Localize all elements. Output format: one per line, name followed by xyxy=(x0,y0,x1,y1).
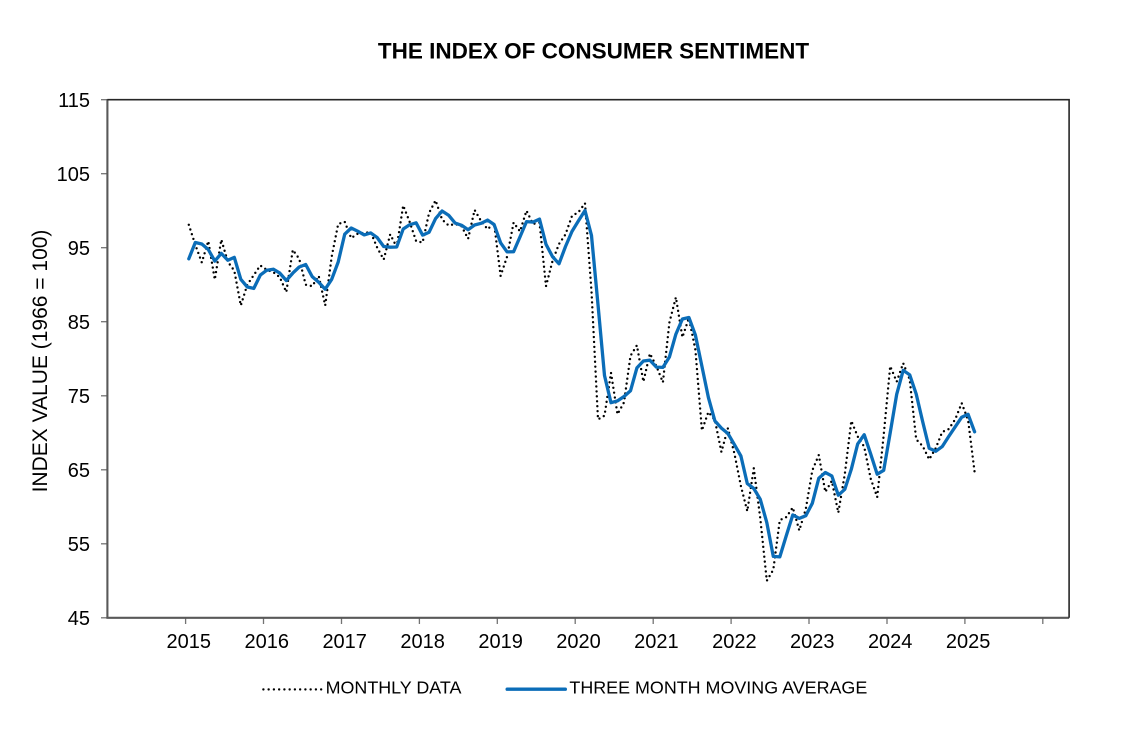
svg-text:85: 85 xyxy=(68,312,90,334)
svg-text:2018: 2018 xyxy=(400,631,445,653)
svg-text:105: 105 xyxy=(57,164,90,186)
svg-text:115: 115 xyxy=(58,90,90,112)
svg-text:2019: 2019 xyxy=(478,631,523,653)
svg-text:2020: 2020 xyxy=(556,631,601,653)
svg-text:2024: 2024 xyxy=(868,631,913,653)
svg-text:MONTHLY DATA: MONTHLY DATA xyxy=(326,678,462,698)
svg-text:2015: 2015 xyxy=(167,631,212,653)
svg-text:55: 55 xyxy=(68,534,90,556)
svg-text:THREE MONTH MOVING AVERAGE: THREE MONTH MOVING AVERAGE xyxy=(569,678,867,698)
svg-text:65: 65 xyxy=(68,460,90,482)
svg-text:45: 45 xyxy=(68,608,90,630)
svg-text:INDEX VALUE (1966 = 100): INDEX VALUE (1966 = 100) xyxy=(29,230,52,493)
svg-text:2025: 2025 xyxy=(946,631,991,653)
svg-text:2016: 2016 xyxy=(245,631,290,653)
svg-text:2023: 2023 xyxy=(790,631,835,653)
svg-text:THE INDEX OF CONSUMER SENTIMEN: THE INDEX OF CONSUMER SENTIMENT xyxy=(378,38,810,63)
svg-text:75: 75 xyxy=(68,386,90,408)
svg-text:2021: 2021 xyxy=(634,631,679,653)
svg-text:95: 95 xyxy=(68,238,90,260)
svg-text:2017: 2017 xyxy=(322,631,367,653)
svg-text:2022: 2022 xyxy=(712,631,757,653)
